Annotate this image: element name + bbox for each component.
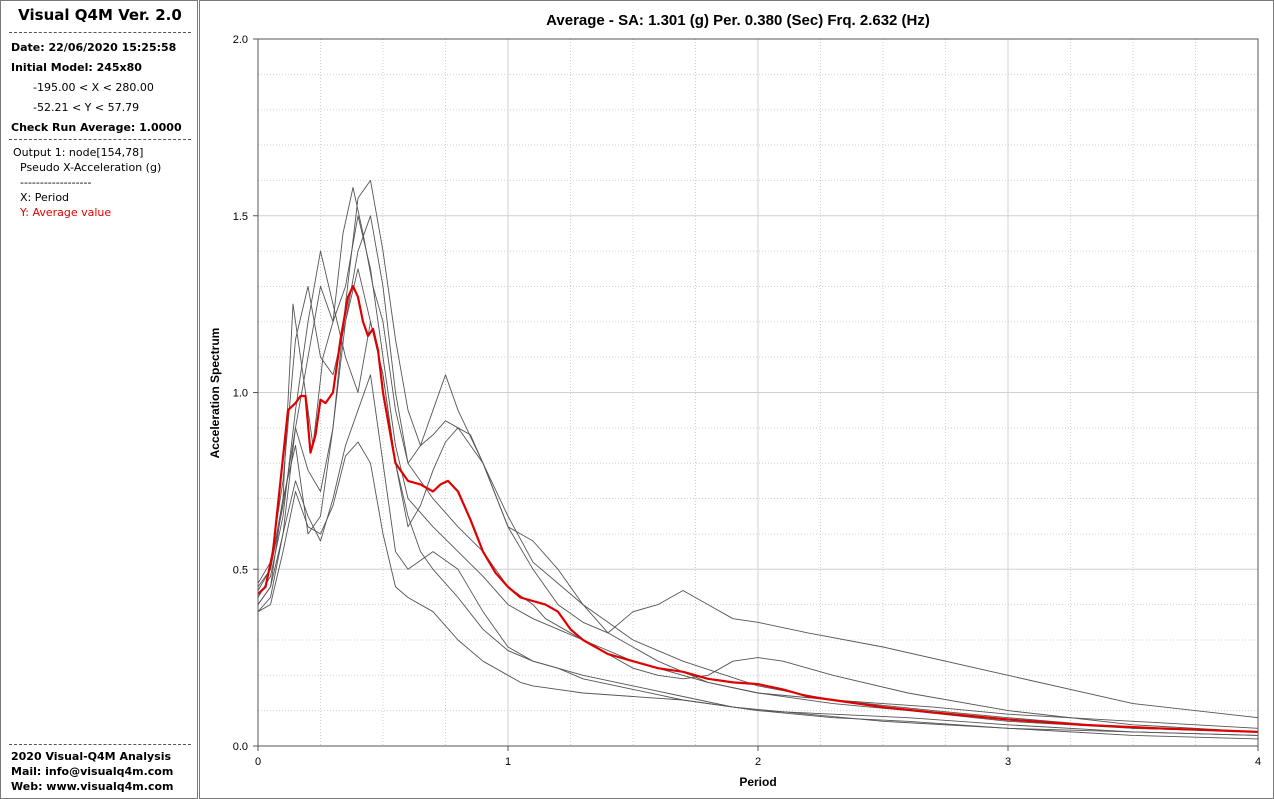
records-layer	[257, 179, 1259, 740]
x-tick-label: 4	[1255, 756, 1261, 768]
title-separator	[9, 32, 191, 33]
footer-copyright: 2020 Visual-Q4M Analysis	[11, 750, 172, 763]
footer-mail: Mail: info@visualq4m.com	[11, 765, 174, 778]
x-tick-label: 1	[505, 756, 511, 768]
y-tick-label: 2.0	[233, 34, 248, 46]
record-series-line-6	[257, 441, 1259, 740]
output-label: Output 1: node[154,78]	[13, 146, 144, 159]
output-divider: ------------------	[20, 176, 92, 189]
info-sidebar: Visual Q4M Ver. 2.0 Date: 22/06/2020 15:…	[0, 0, 198, 799]
record-series-line-4	[257, 179, 1259, 733]
spectrum-chart: Average - SA: 1.301 (g) Per. 0.380 (Sec)…	[208, 12, 1261, 789]
check-run-label: Check Run Average: 1.0000	[11, 121, 182, 134]
record-series-line-5	[257, 374, 1259, 736]
record-series-line-8	[257, 215, 1259, 733]
ticks-layer: 0 1 2 3 4 0.0 0.5 1.0 1.5 2.0	[233, 34, 1261, 768]
chart-title: Average - SA: 1.301 (g) Per. 0.380 (Sec)…	[546, 12, 930, 29]
footer-separator	[9, 744, 191, 745]
footer-web: Web: www.visualq4m.com	[11, 780, 174, 793]
y-axis-title: Acceleration Spectrum	[208, 328, 222, 459]
x-tick-label: 3	[1005, 756, 1011, 768]
record-series-line-2	[257, 215, 1259, 733]
output-type-label: Pseudo X-Acceleration (g)	[20, 161, 162, 174]
y-tick-label: 0.0	[233, 741, 248, 753]
x-axis-title: Period	[739, 775, 776, 789]
grid-layer	[257, 38, 1259, 747]
plot-panel: Average - SA: 1.301 (g) Per. 0.380 (Sec)…	[199, 0, 1274, 799]
x-tick-label: 2	[755, 756, 761, 768]
average-series-line	[257, 285, 1259, 733]
y-tick-label: 1.5	[233, 211, 248, 223]
average-layer	[257, 285, 1259, 733]
x-axis-legend: X: Period	[20, 191, 70, 204]
y-range-label: -52.21 < Y < 57.79	[33, 101, 140, 114]
y-tick-label: 0.5	[233, 564, 248, 576]
y-axis-legend: Y: Average value	[20, 206, 112, 219]
record-series-line-1	[257, 187, 1259, 719]
y-tick-label: 1.0	[233, 388, 248, 400]
x-range-label: -195.00 < X < 280.00	[33, 81, 154, 94]
app-title: Visual Q4M Ver. 2.0	[18, 6, 182, 24]
info-separator	[9, 139, 191, 140]
record-series-line-3	[257, 250, 1259, 736]
date-label: Date: 22/06/2020 15:25:58	[11, 41, 177, 54]
x-tick-label: 0	[255, 756, 261, 768]
model-label: Initial Model: 245x80	[11, 61, 142, 74]
